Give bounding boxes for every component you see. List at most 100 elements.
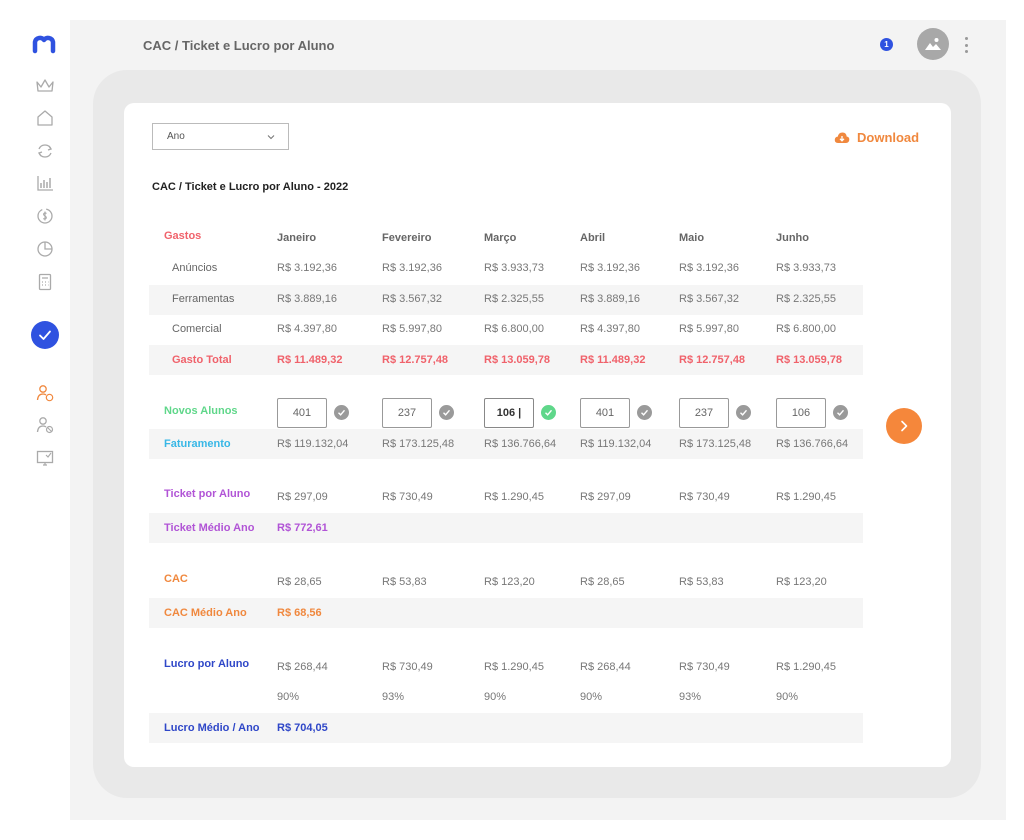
faturamento-value: R$ 119.132,04 [580,438,652,450]
notification-badge[interactable]: 1 [880,38,893,51]
ferramentas-value: R$ 3.567,32 [382,293,442,305]
anuncios-value: R$ 3.933,73 [776,262,836,274]
ferramentas-value: R$ 2.325,55 [484,293,544,305]
sidebar [0,0,70,840]
check-icon[interactable] [439,405,454,420]
faturamento-value: R$ 173.125,48 [382,438,455,450]
download-button[interactable]: Download [834,130,919,145]
month-header: Fevereiro [382,232,432,244]
row-bg-ticket-medio [149,513,863,543]
kebab-icon[interactable] [961,36,971,54]
row-bg-cac-medio [149,598,863,628]
comercial-label: Comercial [172,323,222,335]
download-label: Download [857,130,920,145]
bar-chart-icon[interactable] [35,173,55,193]
check-icon[interactable] [833,405,848,420]
ticket-value: R$ 730,49 [679,491,730,503]
faturamento-label: Faturamento [164,438,231,450]
gasto-total-value: R$ 12.757,48 [679,354,746,366]
check-icon[interactable] [334,405,349,420]
month-header: Janeiro [277,232,317,244]
anuncios-value: R$ 3.933,73 [484,262,544,274]
gasto-total-label: Gasto Total [172,354,232,366]
crown-icon[interactable] [35,76,55,96]
novos-alunos-input[interactable]: 401 [580,398,630,428]
comercial-value: R$ 6.800,00 [484,323,544,335]
ticket-value: R$ 730,49 [382,491,433,503]
lucro-medio-label: Lucro Médio / Ano [164,722,260,734]
month-header: Maio [679,232,705,244]
novos-alunos-input[interactable]: 106 [776,398,826,428]
user-money-icon[interactable] [35,383,55,403]
faturamento-value: R$ 173.125,48 [679,438,752,450]
comercial-value: R$ 5.997,80 [382,323,442,335]
novos-alunos-input[interactable]: 237 [382,398,432,428]
calculator-icon[interactable] [35,272,55,292]
image-icon [925,38,941,50]
cac-value: R$ 28,65 [277,576,322,588]
lucro-value: R$ 268,44 [580,661,631,673]
ticket-value: R$ 1.290,45 [776,491,836,503]
row-bg-ferramentas [149,285,863,315]
novos-alunos-input[interactable]: 106 | [484,398,534,428]
ticket-value: R$ 1.290,45 [484,491,544,503]
month-header: Junho [776,232,809,244]
cac-medio-value: R$ 68,56 [277,607,322,619]
check-icon[interactable] [736,405,751,420]
anuncios-value: R$ 3.192,36 [277,262,337,274]
lucro-label: Lucro por Aluno [164,658,250,670]
lucro-value: R$ 730,49 [382,661,433,673]
comercial-value: R$ 4.397,80 [277,323,337,335]
row-bg-gasto-total [149,345,863,375]
money-cycle-icon[interactable] [35,206,55,226]
check-icon[interactable] [637,405,652,420]
logo-m[interactable] [31,33,57,55]
novos-alunos-input[interactable]: 401 [277,398,327,428]
anuncios-label: Anúncios [172,262,218,274]
cloud-download-icon [834,132,850,143]
period-select[interactable]: Ano [152,123,289,150]
page-title: CAC / Ticket e Lucro por Aluno [143,38,335,53]
avatar[interactable] [917,28,949,60]
gasto-total-value: R$ 13.059,78 [484,354,551,366]
ferramentas-value: R$ 3.889,16 [277,293,337,305]
refresh-icon[interactable] [35,141,55,161]
lucro-percent: 90% [277,691,300,703]
novos-alunos-label: Novos Alunos [164,405,238,417]
chevron-down-icon [267,135,275,140]
lucro-percent: 90% [776,691,799,703]
faturamento-value: R$ 136.766,64 [776,438,849,450]
lucro-percent: 93% [382,691,405,703]
ferramentas-value: R$ 2.325,55 [776,293,836,305]
faturamento-value: R$ 136.766,64 [484,438,557,450]
novos-alunos-input[interactable]: 237 [679,398,729,428]
lucro-value: R$ 730,49 [679,661,730,673]
month-header: Março [484,232,517,244]
monitor-icon[interactable] [35,448,55,468]
anuncios-value: R$ 3.192,36 [382,262,442,274]
lucro-value: R$ 1.290,45 [484,661,544,673]
main-area: CAC / Ticket e Lucro por Aluno 1 Ano Dow… [70,20,1006,820]
gasto-total-value: R$ 11.489,32 [277,354,343,366]
lucro-value: R$ 268,44 [277,661,328,673]
faturamento-value: R$ 119.132,04 [277,438,349,450]
cac-value: R$ 53,83 [382,576,427,588]
report-card: Ano Download CAC / Ticket e Lucro por Al… [124,103,951,767]
anuncios-value: R$ 3.192,36 [679,262,739,274]
gasto-total-value: R$ 13.059,78 [776,354,843,366]
comercial-value: R$ 4.397,80 [580,323,640,335]
ticket-value: R$ 297,09 [277,491,328,503]
comercial-value: R$ 5.997,80 [679,323,739,335]
pie-chart-icon[interactable] [35,239,55,259]
ticket-value: R$ 297,09 [580,491,631,503]
user-settings-icon[interactable] [35,415,55,435]
check-icon[interactable] [541,405,556,420]
ticket-medio-label: Ticket Médio Ano [164,522,255,534]
period-select-value: Ano [167,131,185,142]
lucro-value: R$ 1.290,45 [776,661,836,673]
home-icon[interactable] [35,108,55,128]
ticket-medio-value: R$ 772,61 [277,522,328,534]
content-frame: Ano Download CAC / Ticket e Lucro por Al… [93,70,981,798]
check-icon[interactable] [31,321,59,349]
next-months-button[interactable] [886,408,922,444]
